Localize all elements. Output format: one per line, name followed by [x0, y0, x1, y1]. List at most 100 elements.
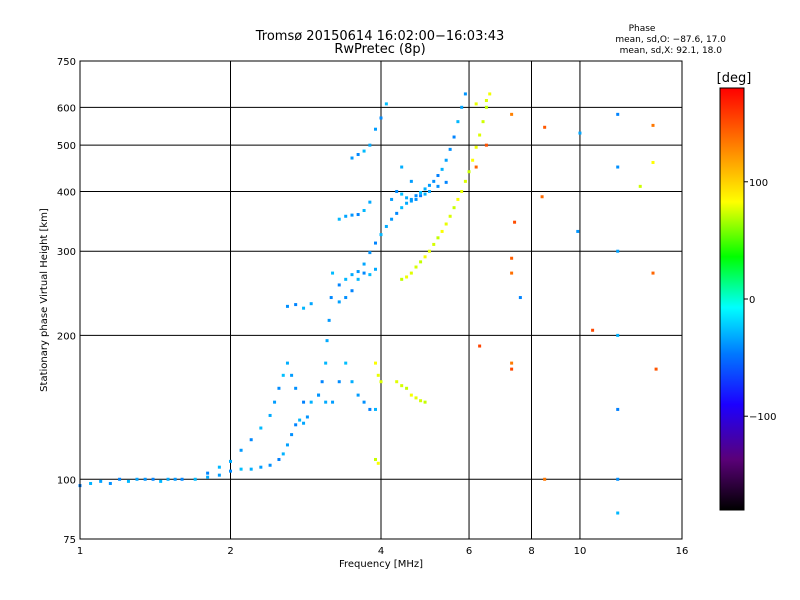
data-point-o — [305, 415, 309, 419]
data-point-x — [488, 92, 492, 96]
data-point-o — [159, 479, 163, 483]
stats-x-line: mean, sd,X: 92.1, 18.0 — [620, 46, 723, 56]
data-point-o — [285, 443, 289, 447]
data-point-o — [344, 277, 348, 281]
data-point-o — [395, 211, 399, 215]
data-point-scattered — [510, 367, 514, 371]
data-point-o — [419, 194, 423, 198]
data-point-x — [379, 380, 383, 384]
data-point-x — [414, 265, 418, 269]
data-point-o — [344, 296, 348, 300]
y-tick-label: 600 — [57, 103, 76, 114]
data-point-x — [651, 160, 655, 164]
data-point-o — [368, 407, 372, 411]
data-point-o — [331, 271, 335, 275]
data-point-o — [356, 393, 360, 397]
data-point-scattered — [543, 125, 547, 129]
data-point-o — [281, 373, 285, 377]
data-point-o — [374, 241, 377, 245]
data-point-o — [395, 189, 399, 193]
data-point-o — [337, 300, 341, 304]
data-point-o — [362, 262, 366, 266]
data-point-o — [281, 452, 285, 456]
colorbar-tick-label: 0 — [749, 295, 755, 306]
x-tick-label: 1 — [77, 546, 83, 557]
data-point-scattered — [474, 165, 478, 169]
data-point-o — [414, 197, 418, 201]
data-point-o — [259, 426, 263, 430]
data-point-o — [239, 448, 243, 452]
data-point-o — [350, 213, 354, 217]
data-point-o — [273, 400, 277, 404]
data-point-o — [350, 289, 354, 293]
data-point-x — [460, 189, 464, 193]
data-point-o — [368, 251, 372, 255]
data-point-o — [166, 477, 170, 481]
data-point-x — [638, 184, 642, 188]
data-point-o — [384, 224, 388, 228]
data-point-o — [374, 407, 377, 411]
data-point-x — [400, 277, 404, 281]
data-point-o — [616, 511, 620, 515]
data-point-scattered — [510, 271, 514, 275]
data-point-x — [467, 170, 471, 174]
data-point-o — [277, 457, 281, 461]
chart-subtitle: RwPretec (8p) — [334, 42, 425, 57]
data-point-x — [414, 396, 418, 400]
data-point-o — [374, 127, 377, 131]
data-point-o — [309, 400, 313, 404]
data-point-x — [444, 222, 448, 226]
data-point-o — [126, 479, 130, 483]
data-point-o — [294, 423, 298, 427]
data-point-scattered — [540, 195, 544, 199]
y-tick-label: 75 — [63, 535, 76, 546]
data-point-x — [440, 229, 444, 233]
y-tick-label: 100 — [57, 475, 76, 486]
data-point-o — [409, 199, 413, 203]
data-point-x — [423, 255, 427, 259]
data-point-x — [405, 386, 409, 390]
data-point-o — [337, 283, 341, 287]
data-point-o — [368, 200, 372, 204]
data-point-o — [400, 192, 404, 196]
y-tick-label: 300 — [57, 247, 76, 258]
stats-o-line: mean, sd,O: −87.6, 17.0 — [615, 35, 726, 45]
data-point-o — [217, 473, 221, 477]
data-point-x — [427, 249, 431, 253]
data-point-o — [239, 467, 243, 471]
x-tick-label: 6 — [466, 546, 472, 557]
data-point-o — [331, 400, 335, 404]
data-point-o — [616, 112, 620, 116]
data-point-o — [356, 270, 360, 274]
data-point-o — [135, 477, 139, 481]
x-tick-label: 4 — [378, 546, 384, 557]
data-point-o — [616, 333, 620, 337]
data-point-scattered — [543, 477, 547, 481]
data-point-o — [302, 306, 306, 310]
data-point-o — [302, 421, 306, 425]
colorbar-label: [deg] — [717, 71, 752, 86]
data-point-scattered — [478, 344, 482, 348]
data-point-o — [327, 318, 331, 322]
data-point-o — [390, 197, 394, 201]
data-point-o — [390, 217, 394, 221]
data-point-x — [376, 461, 380, 465]
data-point-o — [448, 147, 452, 151]
data-point-o — [405, 201, 409, 205]
data-point-scattered — [591, 328, 595, 332]
data-point-x — [419, 260, 423, 264]
data-point-o — [405, 196, 409, 200]
data-point-o — [350, 273, 354, 277]
data-point-o — [344, 214, 348, 218]
data-point-o — [379, 116, 383, 120]
data-point-scattered — [651, 271, 655, 275]
data-point-scattered — [651, 123, 655, 127]
data-point-x — [436, 236, 440, 240]
data-point-scattered — [510, 256, 514, 260]
data-point-o — [259, 465, 263, 469]
data-point-o — [444, 158, 448, 162]
data-point-o — [309, 302, 313, 306]
data-point-o — [350, 380, 354, 384]
data-point-o — [356, 153, 360, 157]
data-point-o — [368, 273, 372, 277]
